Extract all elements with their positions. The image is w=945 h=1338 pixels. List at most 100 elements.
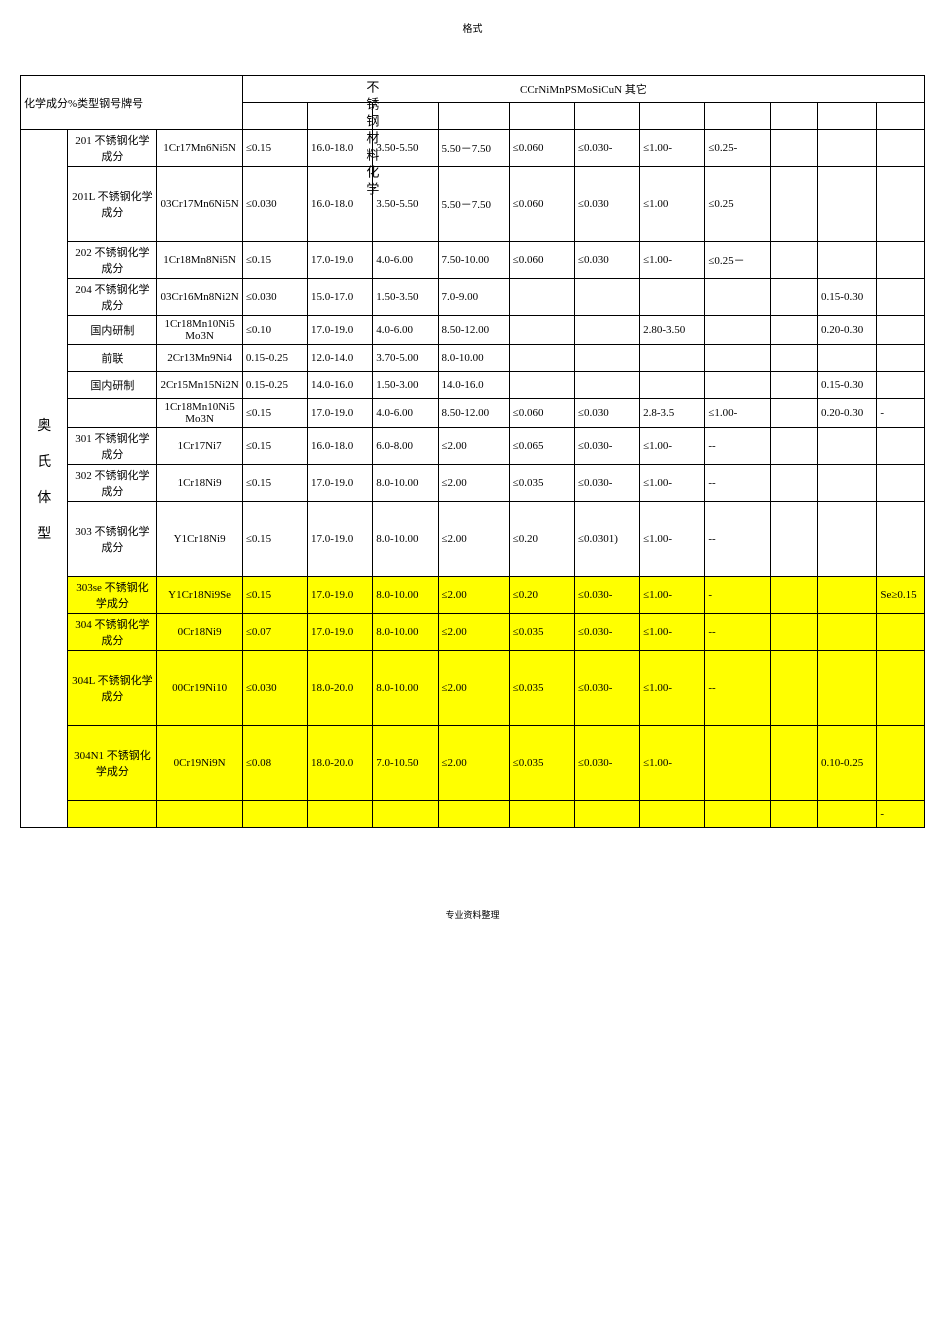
ni-cell: 7.0-10.50	[373, 726, 438, 801]
type-cell: 国内研制	[68, 372, 157, 399]
si-cell	[705, 316, 770, 345]
table-row: 304 不锈钢化学成分0Cr18Ni9≤0.0717.0-19.08.0-10.…	[21, 614, 925, 651]
c-cell: 0.15-0.25	[242, 372, 307, 399]
n-cell: 0.15-0.30	[818, 279, 877, 316]
mn-cell: ≤2.00	[438, 577, 509, 614]
mn-cell: 14.0-16.0	[438, 372, 509, 399]
cu-cell	[770, 130, 817, 167]
grade-cell: 03Cr17Mn6Ni5N	[157, 167, 242, 242]
n-cell	[818, 465, 877, 502]
mo-cell	[640, 372, 705, 399]
header-label: 化学成分%类型钢号牌号	[21, 76, 243, 130]
other-cell	[877, 465, 925, 502]
s-cell: ≤0.030-	[574, 428, 639, 465]
cr-cell: 17.0-19.0	[308, 577, 373, 614]
si-cell: --	[705, 428, 770, 465]
c-cell: ≤0.15	[242, 399, 307, 428]
grade-cell: 03Cr16Mn8Ni2N	[157, 279, 242, 316]
grade-cell	[157, 801, 242, 828]
si-cell: --	[705, 465, 770, 502]
cr-cell: 15.0-17.0	[308, 279, 373, 316]
table-row: 前联2Cr13Mn9Ni40.15-0.2512.0-14.03.70-5.00…	[21, 345, 925, 372]
p-cell: ≤0.060	[509, 167, 574, 242]
ni-cell: 1.50-3.00	[373, 372, 438, 399]
p-cell	[509, 316, 574, 345]
other-cell: -	[877, 801, 925, 828]
s-cell	[574, 801, 639, 828]
s-cell	[574, 279, 639, 316]
other-cell	[877, 726, 925, 801]
cu-cell	[770, 726, 817, 801]
table-row: 302 不锈钢化学成分1Cr18Ni9≤0.1517.0-19.08.0-10.…	[21, 465, 925, 502]
s-cell: ≤0.030	[574, 242, 639, 279]
si-cell: ≤0.25	[705, 167, 770, 242]
n-cell	[818, 502, 877, 577]
table-row: 201L 不锈钢化学成分03Cr17Mn6Ni5N≤0.03016.0-18.0…	[21, 167, 925, 242]
ni-cell: 8.0-10.00	[373, 651, 438, 726]
other-cell: -	[877, 399, 925, 428]
other-cell	[877, 316, 925, 345]
mo-cell: ≤1.00-	[640, 726, 705, 801]
p-cell: ≤0.035	[509, 651, 574, 726]
ni-cell: 1.50-3.50	[373, 279, 438, 316]
mn-cell: 7.0-9.00	[438, 279, 509, 316]
type-cell: 201 不锈钢化学成分	[68, 130, 157, 167]
table-row: 1Cr18Mn10Ni5Mo3N≤0.1517.0-19.04.0-6.008.…	[21, 399, 925, 428]
si-cell: -	[705, 577, 770, 614]
s-cell: ≤0.030-	[574, 614, 639, 651]
p-cell: ≤0.035	[509, 465, 574, 502]
grade-cell: Y1Cr18Ni9	[157, 502, 242, 577]
s-cell: ≤0.030-	[574, 130, 639, 167]
other-cell	[877, 614, 925, 651]
other-cell	[877, 502, 925, 577]
cu-cell	[770, 399, 817, 428]
si-cell: ≤0.25－	[705, 242, 770, 279]
c-cell: ≤0.15	[242, 428, 307, 465]
other-cell: Se≥0.15	[877, 577, 925, 614]
s-cell: ≤0.030	[574, 167, 639, 242]
c-cell: ≤0.030	[242, 279, 307, 316]
type-cell: 303 不锈钢化学成分	[68, 502, 157, 577]
table-row: 303 不锈钢化学成分Y1Cr18Ni9≤0.1517.0-19.08.0-10…	[21, 502, 925, 577]
p-cell: ≤0.035	[509, 726, 574, 801]
grade-cell: 2Cr15Mn15Ni2N	[157, 372, 242, 399]
cu-cell	[770, 502, 817, 577]
type-cell: 204 不锈钢化学成分	[68, 279, 157, 316]
cu-cell	[770, 614, 817, 651]
grade-cell: 1Cr17Ni7	[157, 428, 242, 465]
s-cell	[574, 316, 639, 345]
s-cell: ≤0.030-	[574, 577, 639, 614]
s-cell: ≤0.030	[574, 399, 639, 428]
ni-cell	[373, 801, 438, 828]
mn-cell: ≤2.00	[438, 465, 509, 502]
p-cell: ≤0.20	[509, 502, 574, 577]
n-cell: 0.10-0.25	[818, 726, 877, 801]
c-cell: ≤0.08	[242, 726, 307, 801]
table-row: 301 不锈钢化学成分1Cr17Ni7≤0.1516.0-18.06.0-8.0…	[21, 428, 925, 465]
category-cell: 奥氏体型	[21, 130, 68, 828]
mn-cell: ≤2.00	[438, 726, 509, 801]
mn-cell: ≤2.00	[438, 502, 509, 577]
other-cell	[877, 651, 925, 726]
s-cell: ≤0.0301)	[574, 502, 639, 577]
cu-cell	[770, 577, 817, 614]
cr-cell: 14.0-16.0	[308, 372, 373, 399]
c-cell	[242, 801, 307, 828]
mo-cell: ≤1.00-	[640, 242, 705, 279]
n-cell	[818, 577, 877, 614]
c-cell: ≤0.15	[242, 242, 307, 279]
p-cell: ≤0.060	[509, 130, 574, 167]
cr-cell: 17.0-19.0	[308, 399, 373, 428]
si-cell	[705, 372, 770, 399]
grade-cell: 0Cr19Ni9N	[157, 726, 242, 801]
ni-cell: 8.0-10.00	[373, 614, 438, 651]
si-cell	[705, 279, 770, 316]
top-label: 格式	[20, 20, 925, 35]
n-cell: 0.15-0.30	[818, 372, 877, 399]
p-cell	[509, 372, 574, 399]
header-cols: CCrNiMnPSMoSiCuN 其它	[242, 76, 924, 103]
si-cell: --	[705, 651, 770, 726]
composition-table: 化学成分%类型钢号牌号 CCrNiMnPSMoSiCuN 其它 奥氏体型201 …	[20, 75, 925, 828]
type-cell: 304N1 不锈钢化学成分	[68, 726, 157, 801]
n-cell	[818, 130, 877, 167]
